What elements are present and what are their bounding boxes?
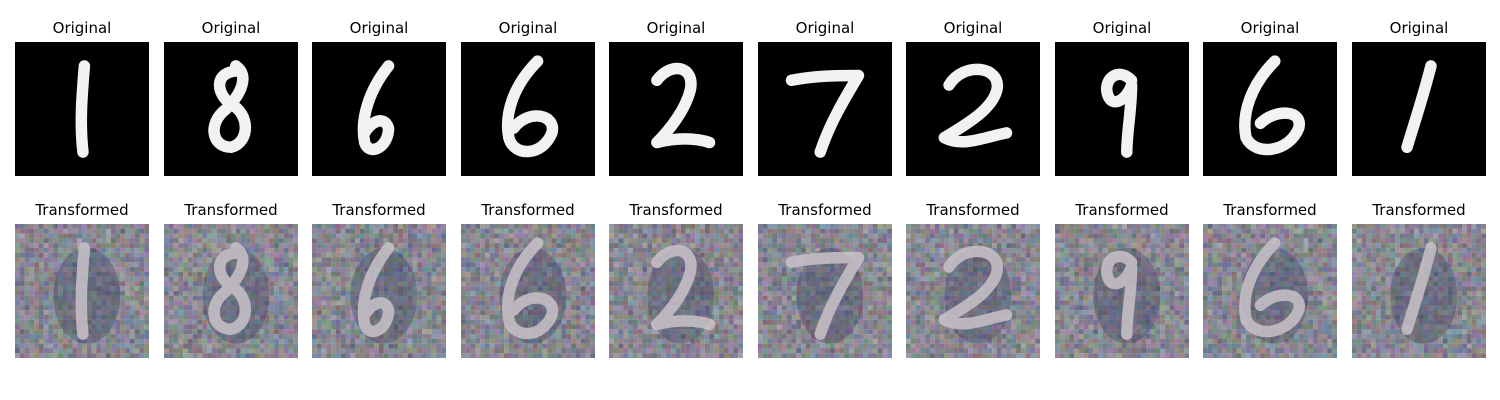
digit-stroke <box>75 242 91 340</box>
original-digit-image <box>906 42 1040 176</box>
digit-stroke <box>357 60 395 156</box>
transformed-digit-image <box>1203 224 1337 358</box>
transformed-digit-image <box>15 224 149 358</box>
transformed-digit-image <box>1055 224 1189 358</box>
digit-stroke <box>501 237 559 340</box>
digit-stroke <box>357 242 395 338</box>
original-title: Original <box>349 19 409 37</box>
original-digit-image <box>1352 42 1486 176</box>
digit-stroke <box>785 69 865 158</box>
transformed-title: Transformed <box>629 201 723 219</box>
digit-stroke <box>1239 55 1305 156</box>
transformed-title: Transformed <box>35 201 129 219</box>
digit-stroke <box>1239 237 1305 338</box>
original-title: Original <box>1389 19 1449 37</box>
original-digit-image <box>312 42 446 176</box>
transformed-title: Transformed <box>1223 201 1317 219</box>
digit-stroke <box>208 242 251 336</box>
transformed-digit-image <box>758 224 892 358</box>
transformed-digit-image <box>1352 224 1486 358</box>
digit-stroke <box>501 55 559 158</box>
transformed-title: Transformed <box>926 201 1020 219</box>
original-title: Original <box>1092 19 1152 37</box>
digit-stroke <box>651 62 716 149</box>
transformed-title: Transformed <box>184 201 278 219</box>
digit-stroke <box>1401 242 1437 336</box>
digit-stroke <box>75 60 91 158</box>
transformed-digit-image <box>609 224 743 358</box>
original-title: Original <box>498 19 558 37</box>
original-digit-image <box>164 42 298 176</box>
transformed-digit-image <box>906 224 1040 358</box>
digit-stroke <box>208 60 251 154</box>
original-title: Original <box>795 19 855 37</box>
original-digit-image <box>609 42 743 176</box>
digit-stroke <box>938 63 1013 148</box>
transformed-title: Transformed <box>1075 201 1169 219</box>
transformed-digit-image <box>461 224 595 358</box>
digit-stroke <box>785 251 865 340</box>
transformed-title: Transformed <box>332 201 426 219</box>
transformed-digit-image <box>312 224 446 358</box>
original-digit-image <box>461 42 595 176</box>
transformed-title: Transformed <box>778 201 872 219</box>
transformed-title: Transformed <box>1372 201 1466 219</box>
original-title: Original <box>201 19 261 37</box>
transformed-title: Transformed <box>481 201 575 219</box>
original-digit-image <box>1203 42 1337 176</box>
original-title: Original <box>943 19 1003 37</box>
digit-stroke <box>651 244 716 331</box>
original-digit-image <box>15 42 149 176</box>
digit-stroke <box>1401 60 1437 154</box>
original-title: Original <box>1240 19 1300 37</box>
original-digit-image <box>1055 42 1189 176</box>
digit-stroke <box>938 245 1013 330</box>
digit-stroke <box>1101 250 1138 340</box>
transformed-digit-image <box>164 224 298 358</box>
digit-stroke <box>1101 68 1138 158</box>
original-title: Original <box>646 19 706 37</box>
original-digit-image <box>758 42 892 176</box>
original-title: Original <box>52 19 112 37</box>
